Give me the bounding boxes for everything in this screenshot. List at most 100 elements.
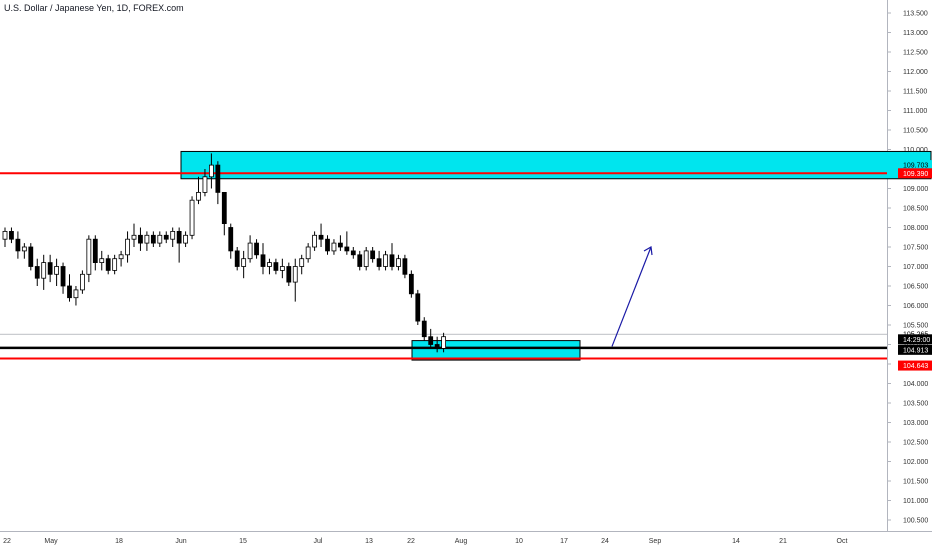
candle-body	[279, 266, 285, 271]
y-tick-label: 100.500	[903, 518, 928, 525]
candle-body	[131, 234, 137, 240]
y-tick-label: 103.000	[903, 420, 928, 427]
candle-body	[434, 344, 440, 349]
x-tick-label: 13	[365, 538, 373, 545]
x-tick-label: Oct	[837, 538, 848, 545]
x-tick-label: Aug	[455, 538, 468, 545]
resistance-price-label: 109.390	[903, 171, 928, 178]
candle-body	[54, 266, 59, 275]
candle-body	[34, 266, 40, 279]
candle-body	[376, 258, 382, 267]
candle-body	[92, 238, 98, 263]
y-tick-label: 104.000	[903, 381, 928, 388]
candle-body	[267, 262, 272, 267]
candle-body	[170, 230, 176, 240]
candle-body	[331, 242, 337, 252]
x-tick-label: Jul	[314, 538, 323, 545]
y-tick-label: 107.000	[903, 264, 928, 271]
candle-body	[118, 254, 124, 260]
y-tick-label: 113.500	[903, 11, 928, 18]
candle-body	[408, 273, 414, 295]
y-tick-label: 110.500	[903, 128, 928, 135]
y-tick-label: 111.500	[903, 89, 927, 96]
zone-top-price-label-bg	[898, 160, 932, 171]
candle-body	[112, 258, 118, 271]
candle-body	[183, 234, 189, 244]
y-tick-label: 108.000	[903, 225, 928, 232]
candle-body	[312, 234, 318, 248]
candle-body	[350, 250, 356, 256]
candle-body	[138, 234, 143, 244]
candle-body	[396, 258, 401, 267]
symbol-title: U.S. Dollar / Japanese Yen, 1D, FOREX.co…	[4, 3, 184, 13]
candle-body	[325, 238, 330, 252]
candle-body	[60, 266, 66, 287]
candle-body	[86, 238, 92, 275]
projection-arrow-line[interactable]	[611, 246, 652, 347]
time-label-bg	[898, 334, 932, 345]
candle-body	[28, 246, 34, 267]
candle-body	[2, 230, 8, 240]
candle-body	[189, 199, 195, 236]
y-tick-label: 106.500	[903, 284, 928, 291]
candle-body	[9, 230, 14, 240]
y-tick-label: 111.000	[903, 108, 927, 115]
y-tick-label: 108.500	[903, 206, 928, 213]
support-zone[interactable]	[411, 340, 581, 361]
candle-body	[428, 336, 434, 345]
candle-body	[305, 246, 311, 260]
candle-body	[228, 227, 234, 252]
candle-body	[221, 191, 227, 224]
candle-body	[318, 234, 324, 240]
candle-body	[41, 262, 47, 279]
candle-body	[80, 273, 85, 291]
x-tick-label: 21	[779, 538, 787, 545]
candle-body	[402, 258, 408, 275]
support-price-label-bg	[898, 360, 932, 371]
candle-body	[125, 238, 130, 256]
x-tick-label: 10	[515, 538, 523, 545]
candle-body	[370, 250, 376, 260]
y-tick-label: 101.000	[903, 498, 928, 505]
candle-body	[292, 266, 298, 283]
resistance-price-label-bg	[898, 168, 932, 179]
resistance-zone[interactable]	[180, 150, 932, 180]
candle-body	[202, 176, 208, 193]
x-tick-label: 18	[115, 538, 123, 545]
candle-body	[389, 254, 395, 267]
candle-body	[21, 246, 27, 252]
candle-body	[415, 293, 421, 322]
y-tick-label: 110.000	[903, 147, 928, 154]
candle-body	[273, 262, 279, 271]
candle-body	[299, 258, 305, 267]
y-tick-label: 112.500	[903, 50, 928, 57]
candle-body	[286, 266, 292, 283]
x-tick-label: Sep	[649, 538, 662, 545]
candle-body	[176, 230, 182, 244]
y-tick-label: 102.500	[903, 440, 928, 447]
x-tick-label: 17	[560, 538, 568, 545]
candle-body	[208, 164, 214, 178]
candle-body	[383, 254, 388, 267]
y-tick-label: 106.000	[903, 303, 928, 310]
current-price-label: 104.913	[903, 347, 928, 354]
candle-body	[241, 258, 247, 267]
candle-body	[73, 289, 79, 299]
candle-body	[215, 164, 221, 193]
x-tick-label: Jun	[175, 538, 186, 545]
x-tick-label: 14	[732, 538, 740, 545]
candle-body	[150, 234, 156, 244]
candle-body	[157, 234, 163, 244]
x-tick-label: May	[44, 538, 58, 545]
candle-body	[234, 250, 240, 267]
candle-body	[15, 238, 21, 252]
candle-body	[260, 254, 266, 267]
time-label: 14:29:00	[903, 337, 930, 344]
candle-body	[99, 258, 105, 264]
support-price-label: 104.643	[903, 363, 928, 370]
candle-body	[247, 242, 253, 260]
current-price-label-bg	[898, 344, 932, 355]
candle-body	[344, 246, 350, 252]
